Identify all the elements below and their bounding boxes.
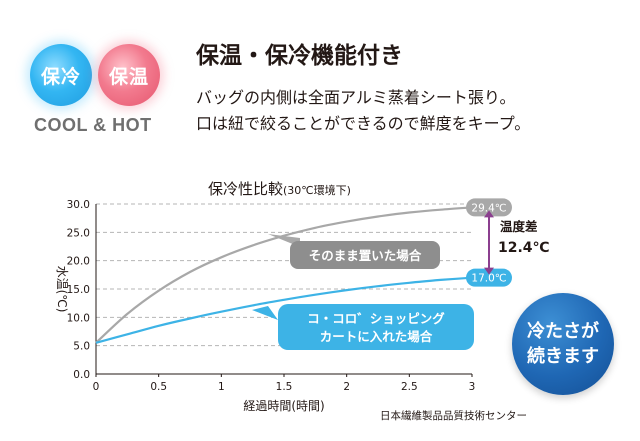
x-axis-title: 経過時間(時間) bbox=[243, 399, 324, 413]
end-value-label-0: 29.4℃ bbox=[471, 202, 506, 214]
series-line-0 bbox=[95, 206, 473, 344]
y-axis-title: 水温(℃) bbox=[55, 266, 69, 313]
difference-arrow-head-up bbox=[484, 210, 494, 218]
end-value-pill-0 bbox=[466, 198, 512, 217]
x-tick-label: 1 bbox=[218, 381, 225, 393]
x-tick-label: 2.5 bbox=[401, 381, 418, 393]
x-tick-label: 0 bbox=[93, 381, 100, 393]
stays-cold-line-2: 続きます bbox=[527, 346, 599, 367]
y-tick-label: 20.0 bbox=[67, 256, 90, 268]
series-name-1-line-2: カートに入れた場合 bbox=[320, 329, 433, 344]
x-tick-label: 3 bbox=[469, 381, 476, 393]
chart-title: 保冷性比較(30℃環境下) bbox=[208, 180, 351, 198]
axes: 0.0 5.0 10.0 15.0 20.0 25.0 30.0 0 0.5 1 1.5 2 2.5 3 経… bbox=[55, 199, 475, 413]
callout-box-0 bbox=[290, 241, 440, 269]
stays-cold-line-1: 冷たさが bbox=[527, 321, 599, 342]
series-layer bbox=[95, 206, 473, 344]
cool-hot-label: COOL & HOT bbox=[34, 115, 152, 135]
difference-label: 温度差 bbox=[500, 219, 538, 234]
series-line-1 bbox=[95, 276, 473, 344]
description-line-2: 口は紐で絞ることができるので鮮度をキープ。 bbox=[196, 114, 531, 133]
source-note: 日本繊維製品品質技術センター bbox=[380, 410, 527, 422]
description-line-1: バッグの内側は全面アルミ蒸着シート張り。 bbox=[196, 88, 516, 107]
y-tick-label: 0.0 bbox=[73, 369, 90, 381]
difference-value: 12.4℃ bbox=[498, 240, 550, 256]
stays-cold-badge: 冷たさが 続きます bbox=[512, 293, 614, 395]
hot-badge: 保温 bbox=[98, 44, 160, 106]
difference-arrow-head-down bbox=[484, 267, 494, 275]
x-tick-label: 1.5 bbox=[276, 381, 293, 393]
page-title: 保温・保冷機能付き bbox=[196, 43, 403, 69]
y-tick-label: 5.0 bbox=[73, 341, 90, 353]
end-value-label-1: 17.0℃ bbox=[471, 273, 506, 285]
y-tick-label: 15.0 bbox=[67, 284, 90, 296]
end-value-pill-1 bbox=[466, 268, 512, 287]
y-tick-label: 10.0 bbox=[67, 312, 90, 324]
hot-badge-label: 保温 bbox=[108, 65, 149, 88]
cool-badge: 保冷 bbox=[30, 44, 92, 106]
cool-badge-label: 保冷 bbox=[40, 65, 81, 88]
y-tick-label: 25.0 bbox=[67, 227, 90, 239]
series-name-1-line-1: コ・コロ゛ショッピング bbox=[307, 311, 445, 326]
series-name-0: そのまま置いた場合 bbox=[309, 248, 422, 263]
callout-box-1 bbox=[278, 304, 474, 350]
y-tick-label: 30.0 bbox=[67, 199, 90, 211]
callout-pointer-1 bbox=[252, 306, 278, 320]
x-tick-label: 2 bbox=[343, 381, 350, 393]
x-tick-label: 0.5 bbox=[150, 381, 167, 393]
